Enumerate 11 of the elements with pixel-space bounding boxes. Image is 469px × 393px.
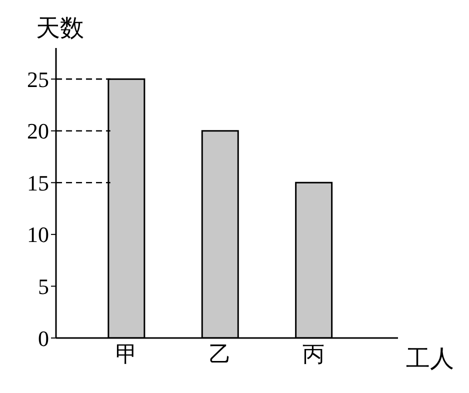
y-tick-label: 10 <box>27 222 49 248</box>
x-tick-label: 乙 <box>208 342 231 367</box>
x-tick-label: 甲 <box>115 342 138 367</box>
y-tick-label: 0 <box>38 326 49 351</box>
y-tick-label: 5 <box>38 274 49 300</box>
y-tick-label: 25 <box>27 66 49 92</box>
y-axis-title: 天数 <box>36 16 84 42</box>
y-tick-label: 20 <box>27 118 49 144</box>
x-axis-title: 工人 <box>406 346 454 373</box>
y-tick-label: 15 <box>27 170 49 196</box>
x-tick-label: 丙 <box>302 342 325 367</box>
